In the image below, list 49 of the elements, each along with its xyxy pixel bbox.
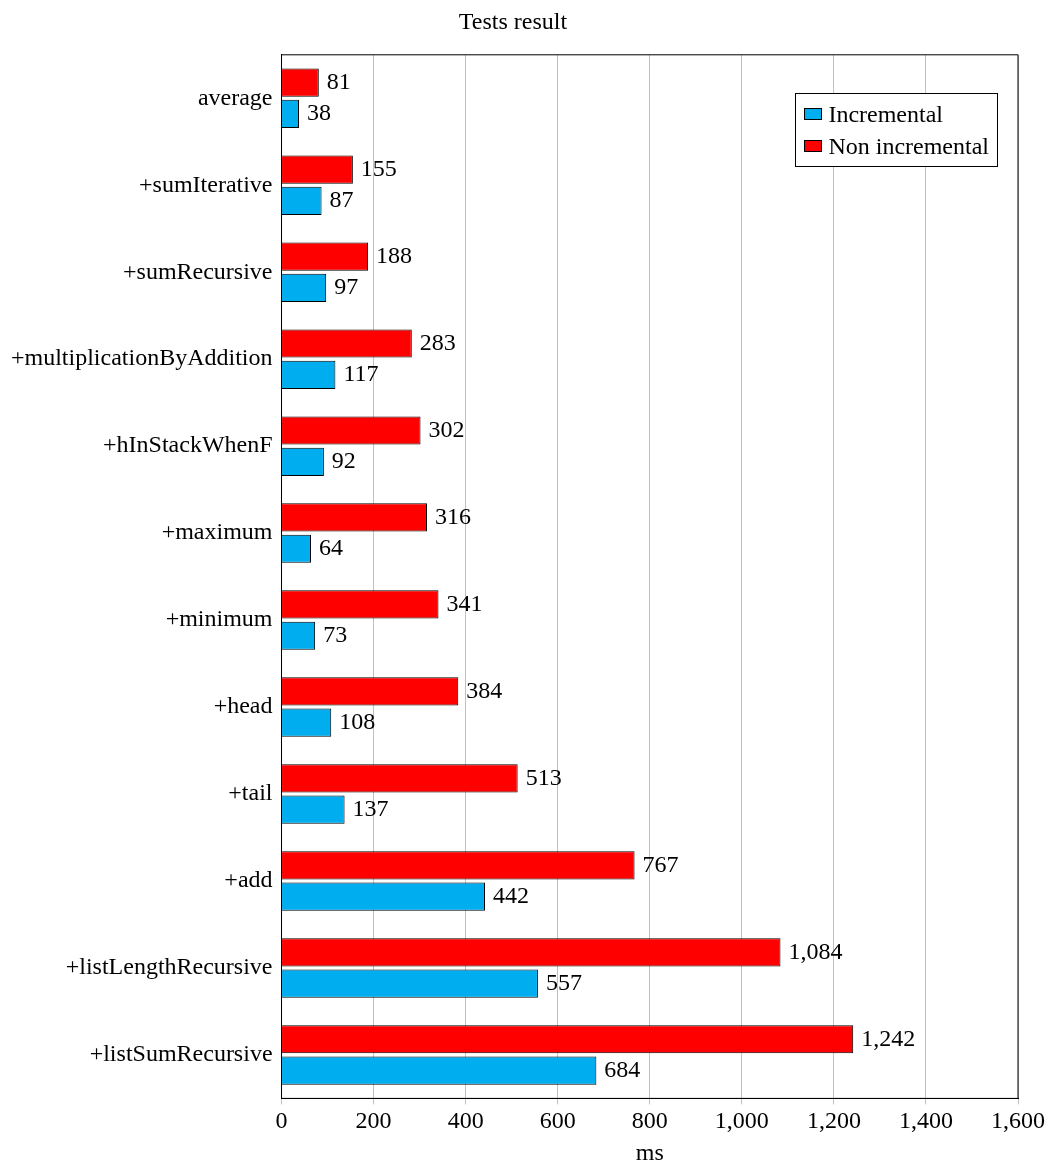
data-label: 137 [352,794,389,821]
chart-title: Tests result [458,7,568,34]
data-label: 64 [318,534,343,561]
data-label: 1,084 [788,937,843,964]
data-label: 442 [492,881,529,908]
x-tick-label: 200 [355,1107,392,1134]
data-label: 557 [545,968,582,995]
y-tick-label: +maximum [161,518,273,545]
data-label: 81 [326,67,351,94]
x-tick-label: 1,400 [898,1107,953,1134]
x-tick-label: 600 [539,1107,576,1134]
data-label: 283 [419,328,456,355]
x-tick-label: 400 [447,1107,484,1134]
y-tick-label: +add [224,866,273,893]
x-tick-label: 800 [631,1107,668,1134]
data-label: 384 [466,676,503,703]
x-tick-label: 0 [275,1107,288,1134]
data-label: 767 [642,850,679,877]
x-axis-title: ms [635,1138,664,1165]
data-label: 38 [307,99,332,126]
data-label: 92 [331,447,356,474]
data-label: 117 [343,360,379,387]
data-label: 108 [339,708,376,734]
data-label: 1,242 [861,1024,916,1051]
x-tick-label: 1,000 [714,1107,769,1134]
y-tick-label: +sumRecursive [123,257,273,284]
y-tick-label: +listSumRecursive [89,1040,273,1067]
legend-label: Incremental [828,100,943,129]
y-tick-label: +sumIterative [139,170,273,197]
y-tick-label: average [197,83,273,110]
y-tick-label: +tail [228,779,273,806]
data-label: 155 [360,154,397,181]
x-tick-label: 1,200 [806,1107,861,1134]
legend-label: Non incremental [828,132,989,161]
y-tick-label: +multiplicationByAddition [11,344,273,371]
y-tick-label: +listLengthRecursive [65,953,273,980]
data-label: 97 [334,273,359,300]
y-tick-label: +head [213,692,273,719]
y-tick-label: +hInStackWhenF [103,431,273,458]
x-tick-label: 1,600 [991,1107,1045,1134]
data-label: 188 [376,241,413,268]
data-label: 73 [323,621,348,648]
data-label: 513 [525,763,562,790]
data-label: 87 [329,186,354,213]
data-label: 316 [434,502,471,529]
data-label: 341 [446,589,483,616]
y-tick-label: +minimum [165,605,273,632]
data-label: 684 [604,1055,641,1082]
data-label: 302 [428,415,465,442]
